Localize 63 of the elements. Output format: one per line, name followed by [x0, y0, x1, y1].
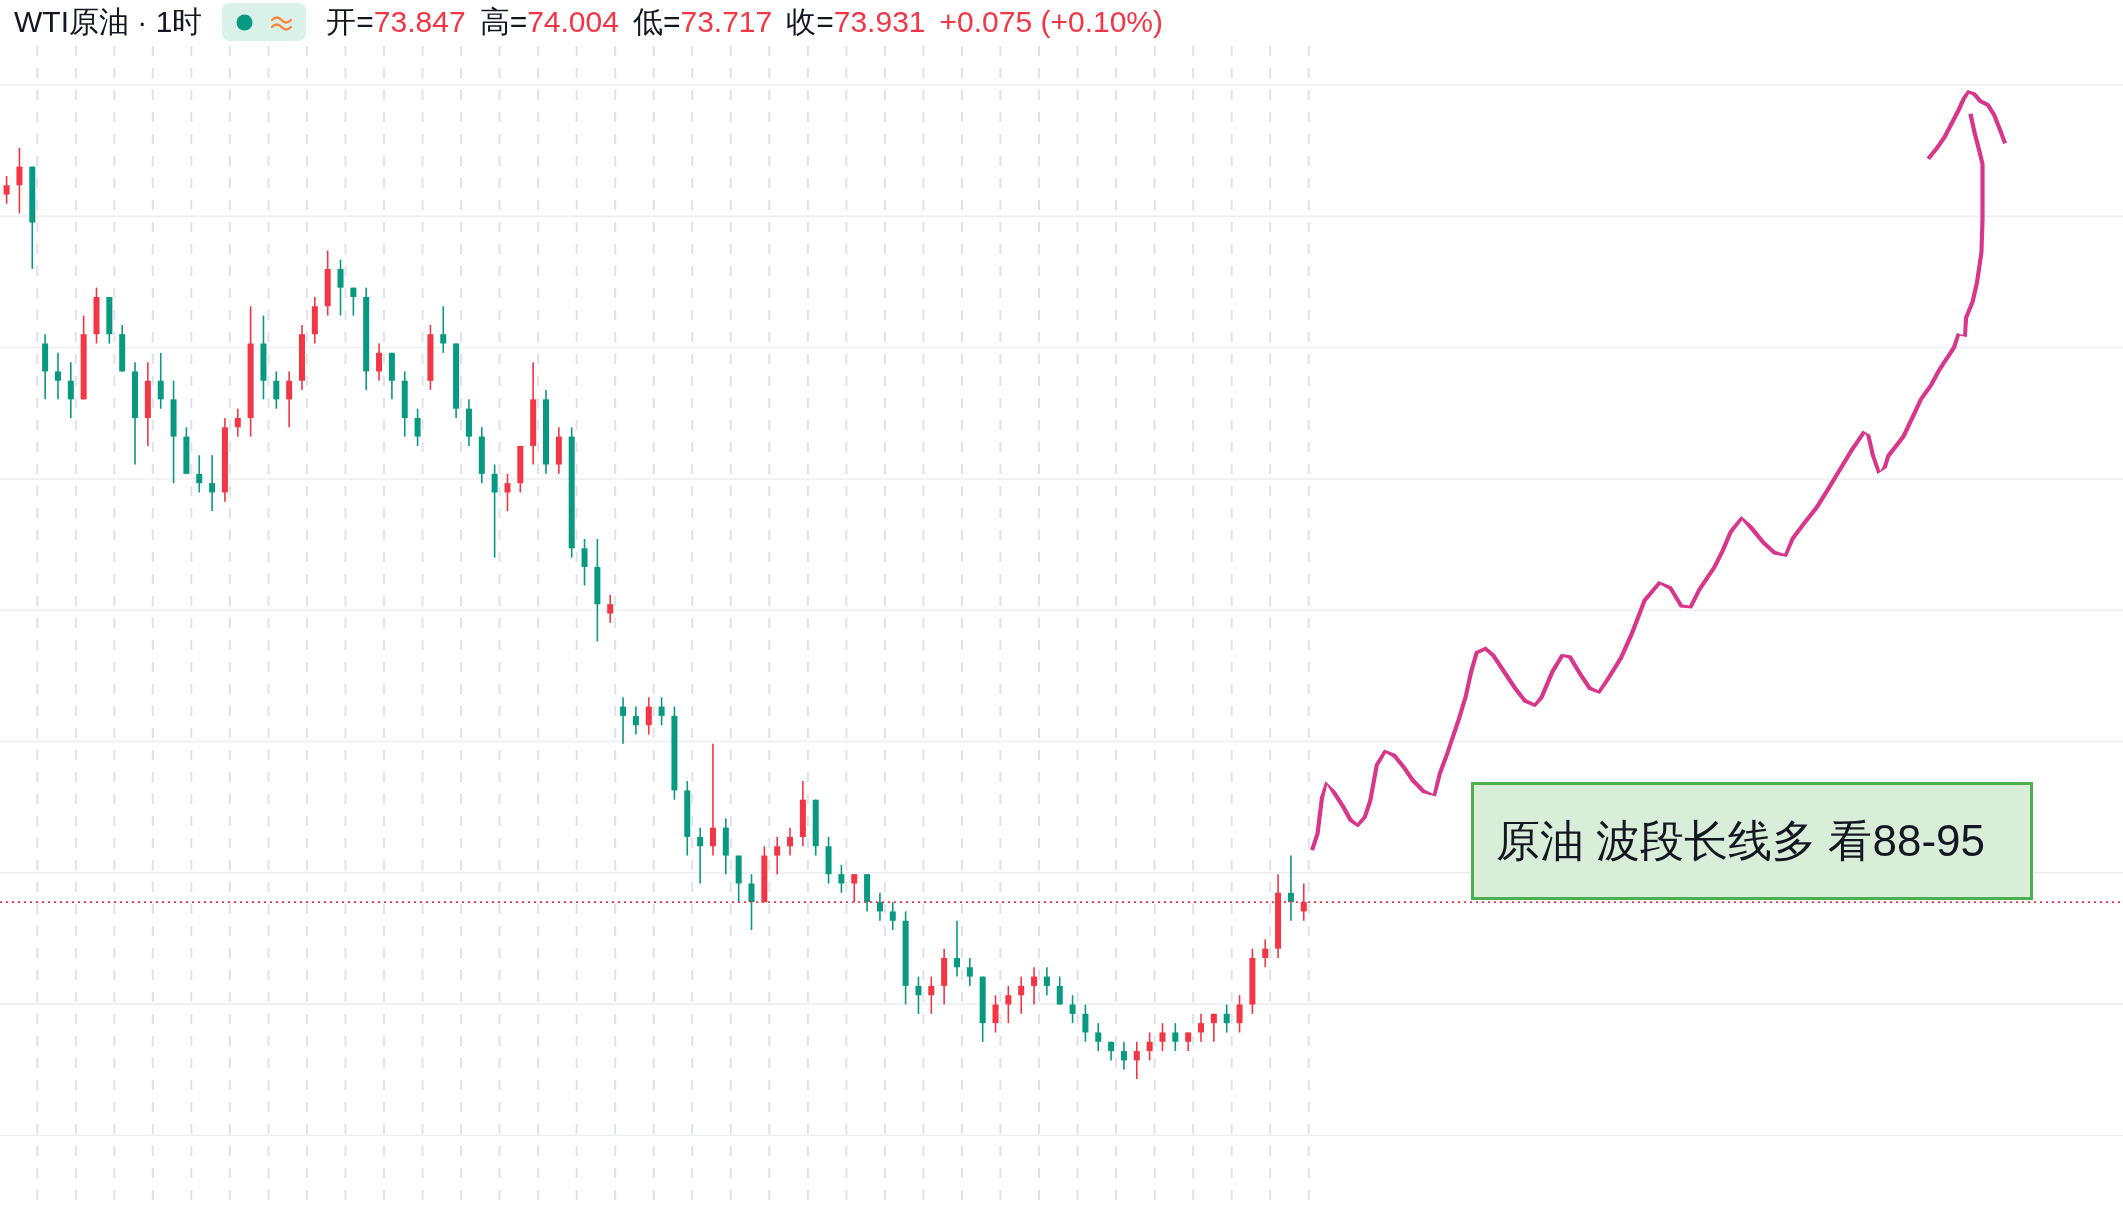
- candlestick: [376, 342, 383, 382]
- candlestick: [350, 286, 357, 317]
- candlestick: [54, 352, 61, 401]
- candlestick: [3, 175, 10, 205]
- candlestick: [1236, 994, 1243, 1034]
- candlestick: [1043, 966, 1050, 997]
- candlestick: [1159, 1022, 1166, 1052]
- text: 收=73.931: [786, 4, 926, 38]
- candlestick: [1095, 1022, 1102, 1052]
- candlestick: [709, 743, 716, 857]
- candlestick: [1031, 966, 1038, 1006]
- candlestick: [620, 696, 627, 745]
- candlestick: [1287, 854, 1294, 922]
- text: 低=73.717: [632, 4, 773, 38]
- candlestick: [1262, 938, 1269, 969]
- candlestick: [196, 454, 203, 494]
- candlestick: [889, 901, 896, 931]
- candlestick: [953, 919, 960, 978]
- candlestick: [774, 836, 781, 875]
- candlestick: [697, 826, 704, 885]
- candlestick: [581, 538, 588, 587]
- candlestick: [787, 826, 794, 857]
- candlestick: [915, 975, 922, 1015]
- candlestick: [1069, 994, 1076, 1024]
- candlestick: [748, 873, 755, 931]
- note-box: 原油 波段长线多 看88-95: [1471, 782, 2033, 900]
- candlestick: [1005, 985, 1012, 1024]
- candlestick: [1185, 1031, 1192, 1052]
- candlestick: [286, 370, 293, 429]
- text: +0.075 (+0.10%): [939, 5, 1164, 38]
- candlestick: [632, 705, 639, 736]
- candlestick: [414, 407, 421, 447]
- text: 开=73.847: [326, 4, 466, 38]
- candlestick: [645, 696, 652, 736]
- candlestick: [273, 370, 280, 410]
- candlestick: [607, 594, 614, 624]
- candlestick: [838, 864, 845, 894]
- candlestick: [16, 147, 23, 214]
- candlestick: [1210, 1013, 1217, 1043]
- candlestick: [1056, 975, 1063, 1006]
- candlestick: [1082, 1003, 1089, 1043]
- text: 高=74.004: [479, 4, 619, 38]
- chart-title: WTI原油 · 1时: [14, 3, 203, 40]
- candlestick: [1018, 975, 1025, 1015]
- candlestick: [1198, 1013, 1205, 1043]
- candlestick: [440, 305, 447, 354]
- candlestick: [209, 454, 216, 512]
- candlestick: [876, 892, 883, 922]
- candlestick: [157, 352, 164, 410]
- candlestick: [658, 696, 665, 727]
- candlestick: [992, 994, 999, 1034]
- candlestick: [966, 957, 973, 987]
- candlestick: [1223, 1003, 1230, 1034]
- candlestick: [1146, 1031, 1153, 1062]
- candlestick: [491, 463, 498, 559]
- candlestick: [67, 361, 74, 419]
- candlestick: [504, 473, 511, 512]
- candlestick: [1120, 1040, 1127, 1071]
- candlestick: [1133, 1040, 1140, 1080]
- candlestick: [928, 975, 935, 1015]
- candlestick: [1172, 1022, 1179, 1052]
- candlestick: [337, 258, 344, 317]
- candlestick: [234, 407, 241, 438]
